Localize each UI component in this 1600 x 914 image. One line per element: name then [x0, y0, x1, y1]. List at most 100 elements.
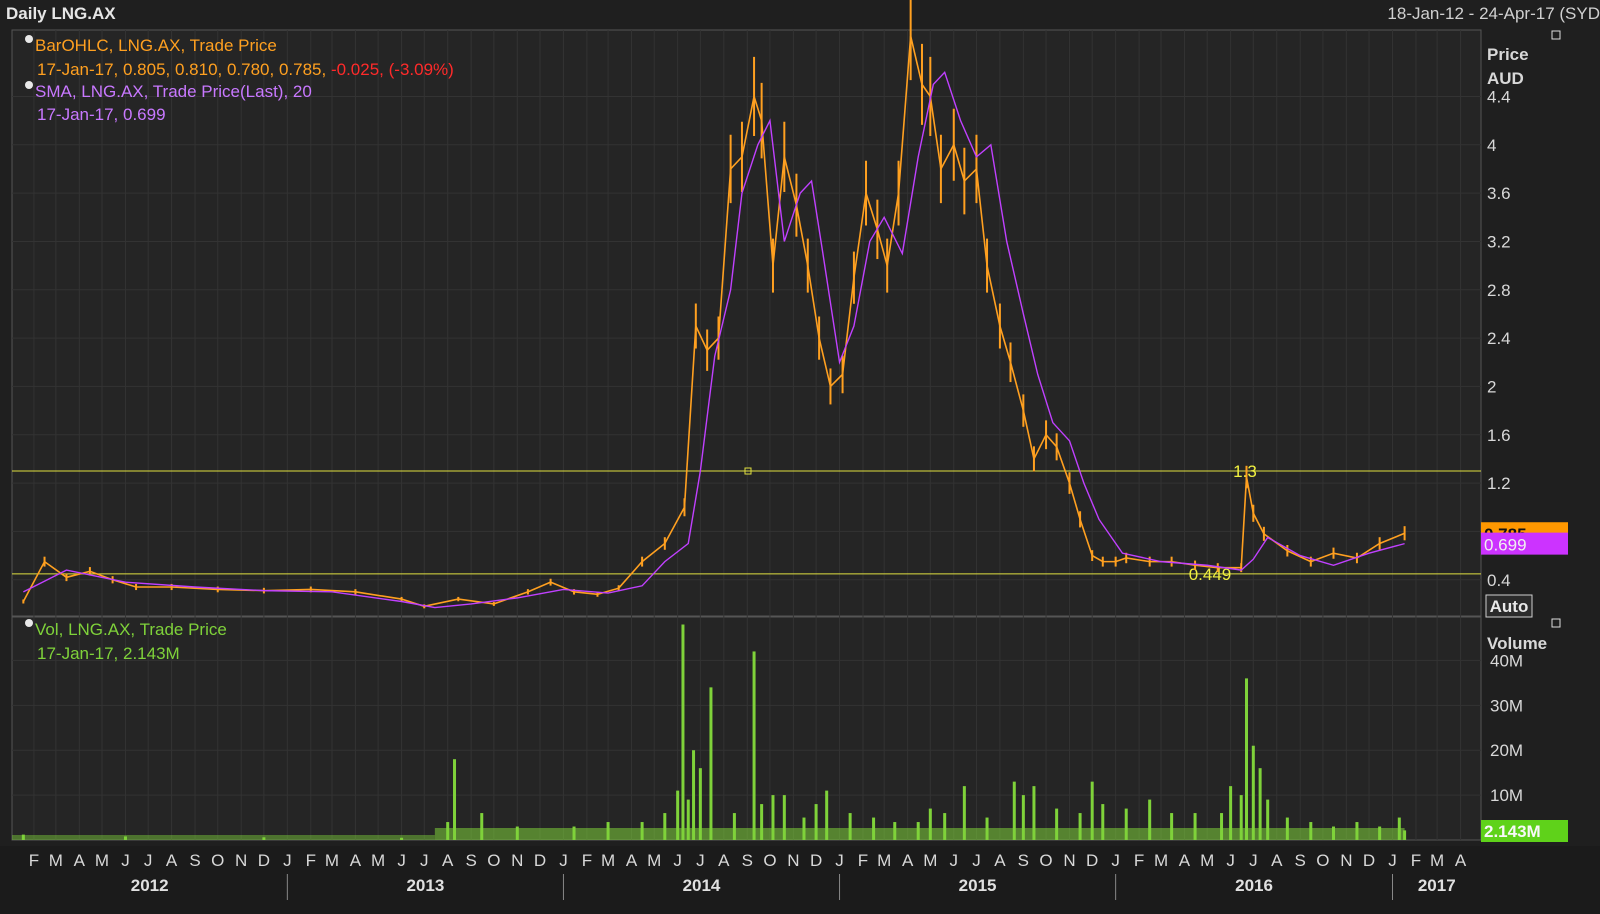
year-tick-label: 2016: [1235, 876, 1273, 895]
month-tick-label: M: [325, 851, 339, 870]
month-tick-label: D: [258, 851, 270, 870]
legend-volume-values: 17-Jan-17, 2.143M: [37, 644, 180, 663]
volume-bar: [825, 790, 829, 840]
year-tick-label: 2015: [959, 876, 997, 895]
month-tick-label: J: [283, 851, 292, 870]
month-tick-label: S: [189, 851, 200, 870]
hline-lower-label: 0.449: [1189, 565, 1232, 584]
volume-bar: [1266, 799, 1270, 840]
month-tick-label: M: [647, 851, 661, 870]
price-tick-label: 2: [1487, 377, 1496, 396]
hline-upper-label: 1.3: [1233, 462, 1257, 481]
month-tick-label: A: [718, 851, 730, 870]
month-tick-label: M: [1154, 851, 1168, 870]
year-tick-label: 2012: [131, 876, 169, 895]
sma-line[interactable]: [23, 70, 1405, 609]
month-tick-label: O: [1316, 851, 1329, 870]
volume-bar: [1229, 786, 1233, 840]
price-tick-label: 3.6: [1487, 184, 1511, 203]
month-tick-label: D: [1363, 851, 1375, 870]
month-tick-label: M: [1200, 851, 1214, 870]
volume-bar: [1148, 799, 1152, 840]
month-tick-label: J: [559, 851, 568, 870]
year-tick-label: 2017: [1418, 876, 1456, 895]
volume-tick-label: 40M: [1490, 651, 1523, 670]
chart-title: Daily LNG.AX: [6, 4, 116, 23]
month-tick-label: N: [1340, 851, 1352, 870]
month-tick-label: A: [442, 851, 454, 870]
volume-bar: [1090, 781, 1094, 840]
month-tick-label: F: [1411, 851, 1421, 870]
month-tick-label: J: [144, 851, 153, 870]
month-tick-label: M: [95, 851, 109, 870]
volume-tick-label: 20M: [1490, 741, 1523, 760]
month-tick-label: F: [858, 851, 868, 870]
volume-bar: [1220, 813, 1224, 840]
legend-collapse-icon[interactable]: [25, 81, 33, 89]
month-tick-label: N: [235, 851, 247, 870]
month-tick-label: A: [350, 851, 362, 870]
month-tick-label: J: [950, 851, 959, 870]
volume-bar: [782, 795, 786, 840]
panel-menu-icon[interactable]: [1551, 618, 1561, 628]
volume-bar: [1258, 768, 1262, 840]
month-tick-label: O: [1039, 851, 1052, 870]
month-tick-label: S: [1018, 851, 1029, 870]
year-tick-label: 2014: [683, 876, 721, 895]
month-tick-label: F: [582, 851, 592, 870]
legend-sma[interactable]: SMA, LNG.AX, Trade Price(Last), 20: [25, 81, 312, 102]
volume-bar: [732, 813, 736, 840]
month-tick-label: J: [1111, 851, 1120, 870]
volume-bar: [123, 836, 127, 840]
month-tick-label: F: [1134, 851, 1144, 870]
last-volume-tag: [1481, 820, 1568, 842]
panel-menu-icon[interactable]: [1551, 30, 1561, 40]
legend-price-change: -0.025, (-3.09%): [330, 60, 454, 79]
month-tick-label: D: [1086, 851, 1098, 870]
volume-baseline: [12, 835, 435, 840]
volume-bar: [943, 813, 947, 840]
volume-bar: [1078, 813, 1082, 840]
volume-bar: [814, 804, 818, 840]
month-tick-label: M: [601, 851, 615, 870]
volume-bar: [1012, 781, 1016, 840]
volume-bar: [400, 837, 404, 840]
month-tick-label: A: [902, 851, 914, 870]
legend-collapse-icon[interactable]: [25, 35, 33, 43]
month-tick-label: O: [211, 851, 224, 870]
auto-scale-button[interactable]: [1485, 594, 1533, 618]
volume-bar: [1032, 786, 1036, 840]
month-tick-label: J: [673, 851, 682, 870]
month-tick-label: M: [371, 851, 385, 870]
volume-tick-label: 30M: [1490, 696, 1523, 715]
volume-baseline: [434, 828, 1405, 840]
month-tick-label: A: [166, 851, 178, 870]
legend-volume-name: Vol, LNG.AX, Trade Price: [35, 620, 227, 639]
legend-price-values: 17-Jan-17, 0.805, 0.810, 0.780, 0.785,: [37, 60, 327, 79]
month-tick-label: O: [487, 851, 500, 870]
legend-price-name: BarOHLC, LNG.AX, Trade Price: [35, 36, 277, 55]
hline-handle-icon[interactable]: [744, 467, 752, 475]
volume-bar: [676, 790, 680, 840]
month-tick-label: J: [1226, 851, 1235, 870]
volume-tick-label: 10M: [1490, 786, 1523, 805]
volume-bar: [681, 624, 685, 840]
price-tick-label: 1.6: [1487, 426, 1511, 445]
volume-bar: [1245, 678, 1249, 840]
price-axis-unit: AUD: [1487, 69, 1524, 88]
legend-volume[interactable]: Vol, LNG.AX, Trade Price: [25, 619, 227, 640]
month-tick-label: D: [534, 851, 546, 870]
volume-panel: [11, 616, 1482, 841]
month-tick-label: S: [742, 851, 753, 870]
month-tick-label: A: [626, 851, 638, 870]
volume-bar: [663, 813, 667, 840]
month-tick-label: A: [1179, 851, 1191, 870]
legend-sma-name: SMA, LNG.AX, Trade Price(Last), 20: [35, 82, 312, 101]
legend-price[interactable]: BarOHLC, LNG.AX, Trade Price: [25, 35, 277, 56]
month-tick-label: J: [1388, 851, 1397, 870]
legend-collapse-icon[interactable]: [25, 619, 33, 627]
last-volume-value: 2.143M: [1484, 822, 1541, 841]
auto-scale-button-label: Auto: [1490, 597, 1529, 616]
month-tick-label: J: [696, 851, 705, 870]
